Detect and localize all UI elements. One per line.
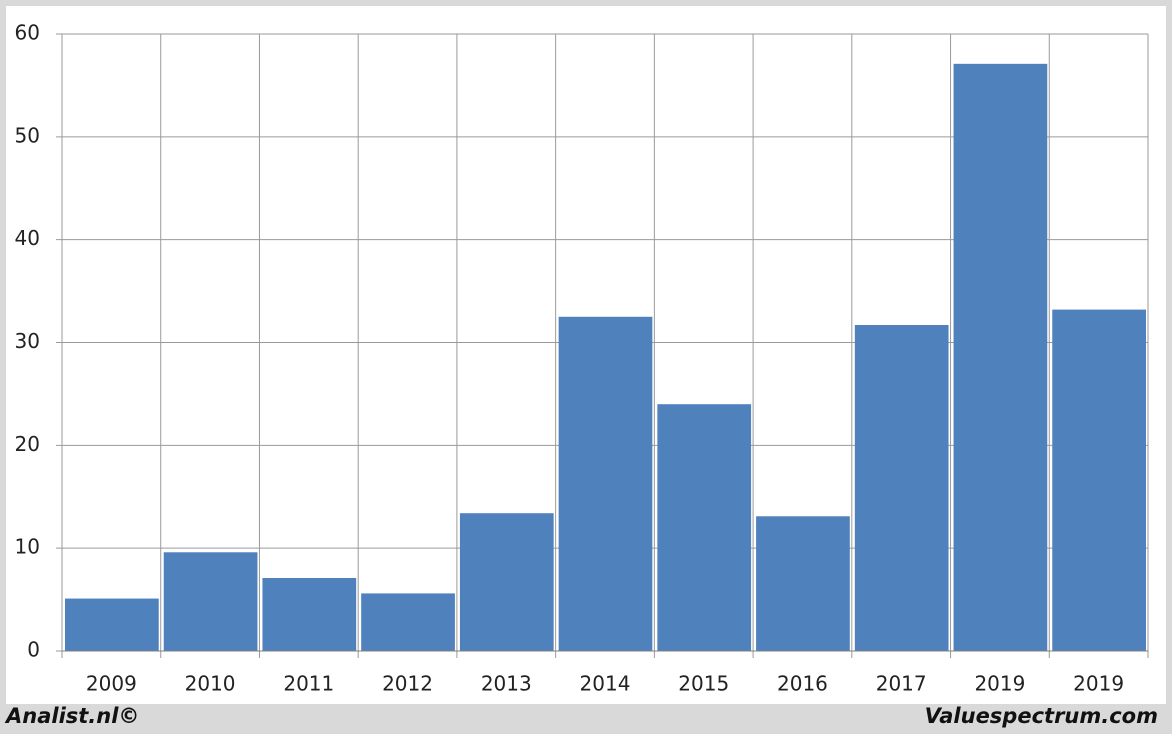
bar <box>657 404 752 651</box>
y-tick-label: 60 <box>15 21 40 45</box>
x-tick-label: 2014 <box>580 672 631 696</box>
bar <box>262 577 357 651</box>
x-tick-label: 2019 <box>974 672 1025 696</box>
x-tick-label: 2017 <box>876 672 927 696</box>
bar <box>756 516 850 651</box>
bar <box>854 325 949 651</box>
y-tick-label: 20 <box>15 432 40 456</box>
y-tick-label: 30 <box>15 329 40 353</box>
y-tick-label: 0 <box>27 638 40 662</box>
y-tick-label: 50 <box>15 123 40 147</box>
x-tick-label: 2015 <box>678 672 729 696</box>
y-tick-label: 10 <box>15 535 40 559</box>
footer-right: Valuespectrum.com <box>925 704 1158 728</box>
x-tick-label: 2009 <box>86 672 137 696</box>
bar <box>558 316 653 651</box>
bar <box>1052 309 1146 651</box>
x-tick-label: 2016 <box>777 672 828 696</box>
bar <box>361 593 455 651</box>
y-tick-label: 40 <box>15 226 40 250</box>
footer-left: Analist.nl© <box>4 704 139 728</box>
x-tick-label: 2010 <box>185 672 236 696</box>
x-tick-label: 2013 <box>481 672 532 696</box>
bar <box>65 598 159 651</box>
x-tick-label: 2012 <box>382 672 433 696</box>
bar <box>953 63 1048 652</box>
bar <box>163 552 258 651</box>
x-tick-label: 2019 <box>1073 672 1124 696</box>
bar <box>459 513 554 651</box>
x-tick-label: 2011 <box>283 672 334 696</box>
